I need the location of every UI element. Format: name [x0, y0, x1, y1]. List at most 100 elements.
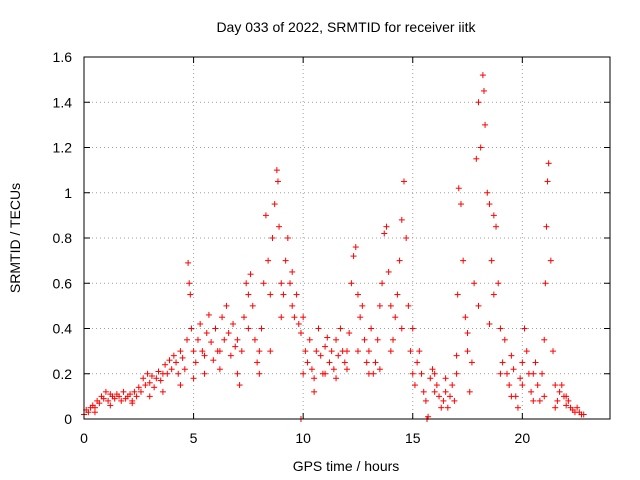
data-point — [177, 348, 184, 355]
data-point — [146, 379, 153, 386]
data-point — [574, 404, 581, 411]
data-point — [295, 320, 302, 327]
data-point — [438, 404, 445, 411]
data-point — [262, 212, 269, 219]
data-point — [276, 223, 283, 230]
data-point — [552, 404, 559, 411]
data-point — [552, 382, 559, 389]
data-point — [221, 336, 228, 343]
data-point — [455, 185, 462, 192]
data-point — [383, 223, 390, 230]
data-point — [199, 348, 206, 355]
data-point — [473, 155, 480, 162]
data-point — [245, 325, 252, 332]
data-point — [563, 393, 570, 400]
data-point — [462, 314, 469, 321]
data-point — [475, 99, 482, 106]
data-point — [352, 244, 359, 251]
data-point — [170, 352, 177, 359]
data-point — [427, 375, 434, 382]
data-point — [287, 280, 294, 287]
y-tick-label: 0.4 — [53, 321, 73, 337]
data-point — [311, 388, 318, 395]
data-point — [411, 382, 418, 389]
data-point — [379, 280, 386, 287]
data-point — [179, 354, 186, 361]
data-points — [81, 72, 587, 422]
data-point — [271, 201, 278, 208]
data-point — [480, 87, 487, 94]
data-point — [510, 366, 517, 373]
data-point — [532, 359, 539, 366]
data-point — [111, 395, 118, 402]
data-point — [212, 325, 219, 332]
data-point — [508, 352, 515, 359]
data-point — [420, 388, 427, 395]
y-tick-label: 0.6 — [53, 275, 73, 291]
data-point — [186, 280, 193, 287]
y-tick-label: 1 — [64, 185, 72, 201]
data-point — [157, 377, 164, 384]
data-point — [234, 370, 241, 377]
data-point — [273, 167, 280, 174]
data-point — [140, 375, 147, 382]
data-point — [344, 366, 350, 373]
data-point — [541, 393, 548, 400]
data-point — [260, 280, 267, 287]
data-point — [454, 291, 461, 298]
data-point — [335, 352, 342, 359]
data-point — [216, 366, 223, 373]
data-point — [517, 375, 524, 382]
data-point — [234, 336, 241, 343]
data-point — [429, 366, 436, 373]
data-point — [348, 280, 355, 287]
data-point — [188, 325, 195, 332]
data-point — [354, 291, 361, 298]
data-point — [392, 314, 399, 321]
data-point — [300, 314, 307, 321]
data-point — [514, 404, 521, 411]
data-point — [374, 336, 381, 343]
data-point — [175, 370, 182, 377]
data-point — [556, 388, 563, 395]
data-point — [144, 370, 151, 377]
data-point — [506, 382, 513, 389]
data-point — [519, 382, 526, 389]
data-point — [488, 257, 495, 264]
data-point — [558, 382, 565, 389]
y-tick-label: 1.4 — [53, 94, 73, 110]
data-point — [306, 336, 313, 343]
data-point — [151, 384, 158, 391]
data-point — [190, 348, 197, 355]
data-point — [442, 388, 449, 395]
data-point — [269, 235, 276, 241]
data-point — [313, 348, 320, 355]
x-tick-label: 20 — [515, 430, 531, 446]
data-point — [251, 336, 258, 343]
data-point — [497, 325, 504, 332]
data-point — [238, 348, 245, 355]
data-point — [249, 302, 256, 309]
data-point — [490, 212, 497, 219]
data-point — [135, 384, 142, 391]
data-point — [534, 382, 541, 389]
data-point — [166, 357, 173, 364]
data-point — [337, 325, 344, 332]
data-point — [148, 373, 155, 380]
data-point — [210, 357, 217, 364]
data-point — [431, 370, 438, 377]
data-point — [289, 302, 296, 309]
data-point — [333, 375, 340, 382]
data-point — [398, 216, 405, 223]
data-point — [539, 370, 546, 377]
data-point — [120, 388, 127, 395]
data-point — [116, 393, 123, 400]
data-point — [442, 375, 449, 382]
data-point — [381, 230, 388, 237]
data-point — [580, 411, 587, 418]
data-point — [267, 291, 274, 298]
y-tick-label: 1.2 — [53, 140, 73, 156]
data-point — [416, 348, 423, 355]
y-tick-label: 0.8 — [53, 230, 73, 246]
x-tick-label: 10 — [295, 430, 311, 446]
